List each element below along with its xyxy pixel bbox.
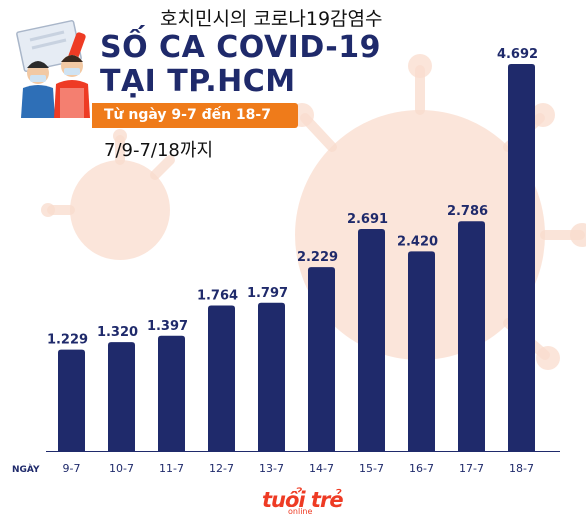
korean-title: 호치민시의 코로나19감염수 (160, 8, 383, 30)
value-label-17-7: 2.786 (447, 204, 488, 219)
chart-title-line-1: SỐ CA COVID-19 (100, 30, 381, 65)
bar-16-7 (408, 251, 435, 451)
logo-sub-text: online (286, 507, 315, 516)
x-tick-label-14-7: 14-7 (309, 462, 334, 475)
x-tick-label-17-7: 17-7 (459, 462, 484, 475)
tuoi-tre-logo: tuổi trẻ online (262, 488, 344, 518)
value-label-14-7: 2.229 (297, 250, 338, 265)
bar-14-7 (308, 267, 335, 451)
chart-title-line-2: TẠI TP.HCM (100, 64, 296, 99)
value-label-16-7: 2.420 (397, 234, 438, 249)
value-label-15-7: 2.691 (347, 212, 388, 227)
korean-subtitle: 7/9-7/18까지 (104, 140, 214, 161)
x-tick-label-13-7: 13-7 (259, 462, 284, 475)
value-label-13-7: 1.797 (247, 286, 288, 301)
value-label-12-7: 1.764 (197, 289, 238, 304)
bar-9-7 (58, 349, 85, 451)
x-tick-label-11-7: 11-7 (159, 462, 184, 475)
value-label-9-7: 1.229 (47, 333, 88, 348)
x-tick-label-9-7: 9-7 (63, 462, 81, 475)
bar-11-7 (158, 335, 185, 451)
value-label-18-7: 4.692 (497, 47, 538, 62)
date-range-banner: Từ ngày 9-7 đến 18-7 (92, 103, 298, 128)
value-label-10-7: 1.320 (97, 325, 138, 340)
x-tick-label-16-7: 16-7 (409, 462, 434, 475)
bar-13-7 (258, 302, 285, 451)
x-tick-label-10-7: 10-7 (109, 462, 134, 475)
x-tick-label-12-7: 12-7 (209, 462, 234, 475)
bar-12-7 (208, 305, 235, 451)
people-illustration-icon (16, 20, 90, 118)
x-tick-label-18-7: 18-7 (509, 462, 534, 475)
x-axis-label: NGÀY (12, 463, 40, 475)
value-label-11-7: 1.397 (147, 319, 188, 334)
bar-10-7 (108, 342, 135, 451)
bar-17-7 (458, 221, 485, 451)
x-tick-label-15-7: 15-7 (359, 462, 384, 475)
bar-15-7 (358, 229, 385, 451)
bar-18-7 (508, 64, 535, 451)
